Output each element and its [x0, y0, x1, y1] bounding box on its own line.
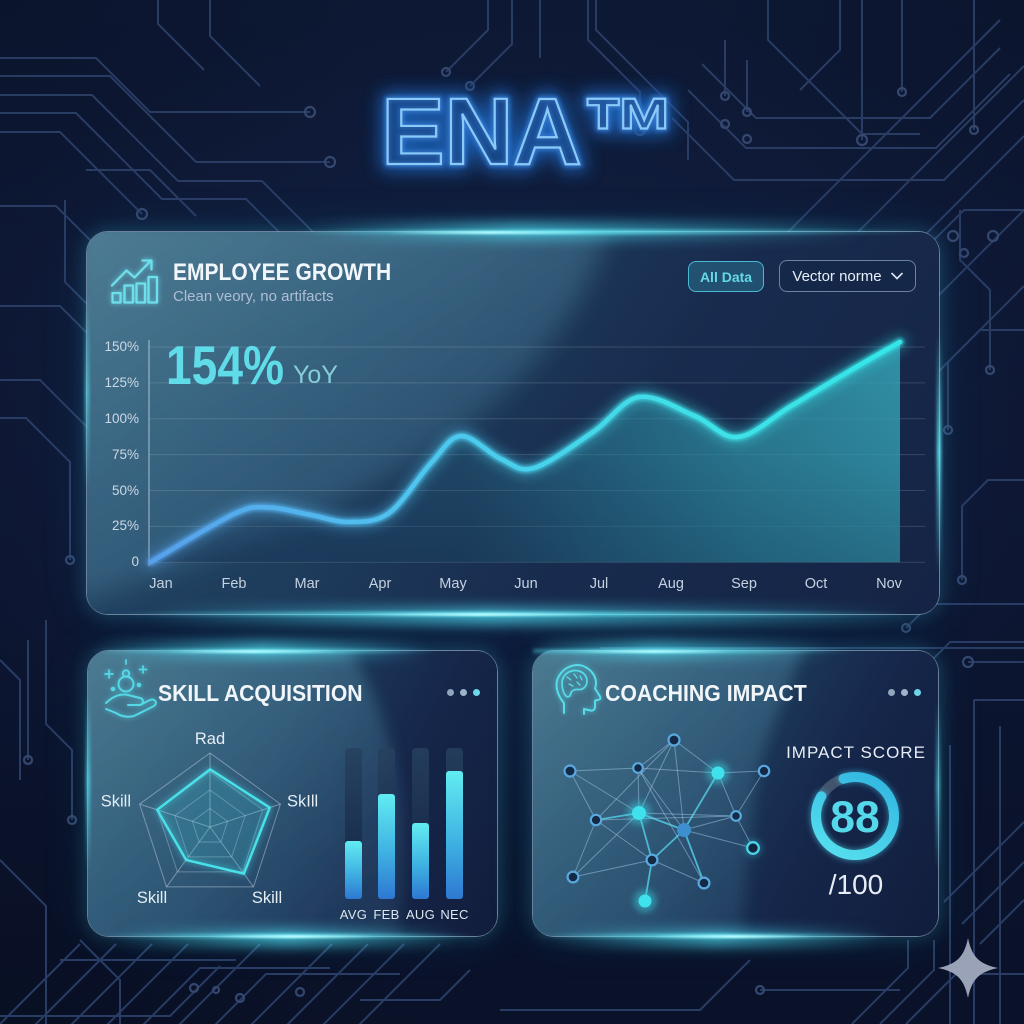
svg-text:Feb: Feb: [222, 576, 247, 592]
svg-text:Skill: Skill: [101, 793, 131, 811]
svg-text:0: 0: [131, 554, 139, 569]
svg-text:/100: /100: [829, 869, 884, 900]
svg-text:150%: 150%: [104, 339, 139, 354]
svg-text:SkIll: SkIll: [287, 793, 318, 811]
svg-text:100%: 100%: [104, 411, 139, 426]
svg-text:Mar: Mar: [295, 576, 320, 592]
svg-text:Skill: Skill: [252, 889, 282, 907]
svg-text:Aug: Aug: [658, 576, 684, 592]
svg-text:Oct: Oct: [805, 576, 828, 592]
svg-text:Apr: Apr: [369, 576, 392, 592]
svg-text:Skill: Skill: [137, 889, 167, 907]
svg-text:AVG: AVG: [340, 907, 367, 922]
svg-text:88: 88: [830, 793, 880, 842]
svg-text:125%: 125%: [104, 375, 139, 390]
svg-text:NEC: NEC: [440, 907, 468, 922]
svg-text:75%: 75%: [112, 447, 139, 462]
svg-text:Jul: Jul: [590, 576, 609, 592]
svg-text:YoY: YoY: [293, 361, 338, 389]
svg-text:Nov: Nov: [876, 576, 903, 592]
svg-text:May: May: [439, 576, 467, 592]
svg-text:ENA™: ENA™: [381, 79, 677, 185]
svg-text:ENA™: ENA™: [381, 79, 677, 185]
svg-text:Jan: Jan: [149, 576, 172, 592]
svg-text:ENA™: ENA™: [381, 79, 677, 185]
svg-text:IMPACT SCORE: IMPACT SCORE: [786, 743, 926, 762]
svg-text:FEB: FEB: [373, 907, 399, 922]
svg-text:Jun: Jun: [514, 576, 537, 592]
svg-text:154%: 154%: [166, 334, 284, 396]
svg-text:AUG: AUG: [406, 907, 435, 922]
svg-text:25%: 25%: [112, 518, 139, 533]
svg-text:Rad: Rad: [195, 730, 225, 748]
svg-text:Sep: Sep: [731, 576, 757, 592]
svg-text:50%: 50%: [112, 483, 139, 498]
